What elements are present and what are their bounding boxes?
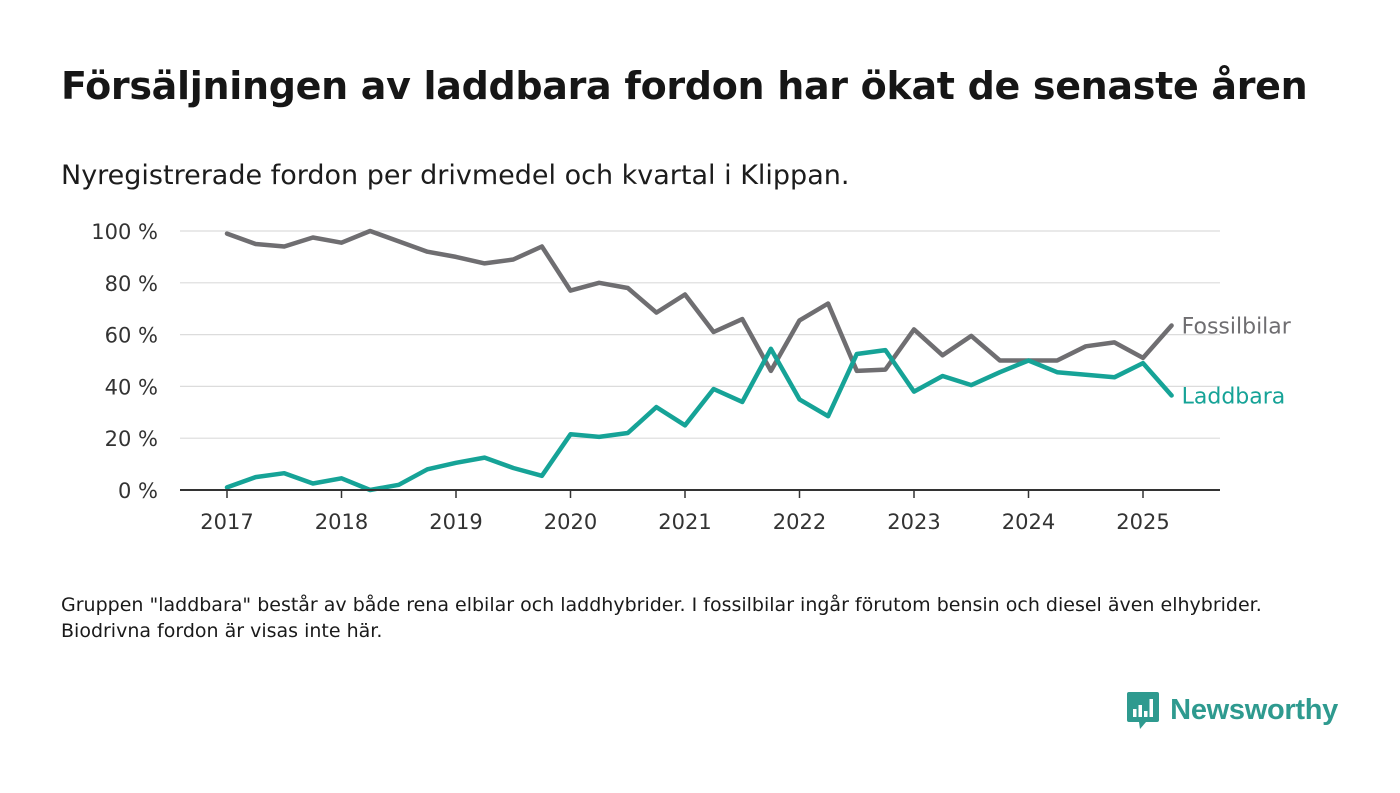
y-tick-label: 0 % [118, 479, 158, 503]
footnote: Gruppen "laddbara" består av både rena e… [61, 594, 1262, 642]
series-line-fossilbilar [224, 228, 1174, 374]
x-tick-label: 2019 [429, 510, 482, 534]
y-tick-label: 40 % [105, 375, 158, 399]
x-tick-label: 2021 [658, 510, 711, 534]
x-tick-label: 2024 [1002, 510, 1055, 534]
line-chart: 0 % 20 % 40 % 60 % 80 % 100 % 2017 2018 2019 2020… [91, 220, 1292, 534]
x-tick-label: 2023 [887, 510, 940, 534]
series-label-fossilbilar: Fossilbilar [1182, 315, 1292, 340]
y-tick-label: 20 % [105, 427, 158, 451]
x-tick-label: 2018 [315, 510, 368, 534]
brand-name: Newsworthy [1170, 693, 1338, 726]
y-tick-label: 80 % [105, 272, 158, 296]
x-tick-label: 2020 [544, 510, 597, 534]
x-tick-label: 2017 [200, 510, 253, 534]
chart-title: Försäljningen av laddbara fordon har öka… [61, 64, 1308, 108]
y-tick-label: 100 % [91, 220, 158, 244]
brand-logo[interactable]: Newsworthy [1126, 690, 1338, 730]
y-tick-label: 60 % [105, 324, 158, 348]
series-label-laddbara: Laddbara [1182, 384, 1286, 409]
x-tick-label: 2025 [1116, 510, 1169, 534]
chart-subtitle: Nyregistrerade fordon per drivmedel och … [61, 160, 850, 191]
x-tick-label: 2022 [773, 510, 826, 534]
newsworthy-logo-icon [1127, 692, 1160, 729]
series-line-laddbara [224, 346, 1174, 493]
